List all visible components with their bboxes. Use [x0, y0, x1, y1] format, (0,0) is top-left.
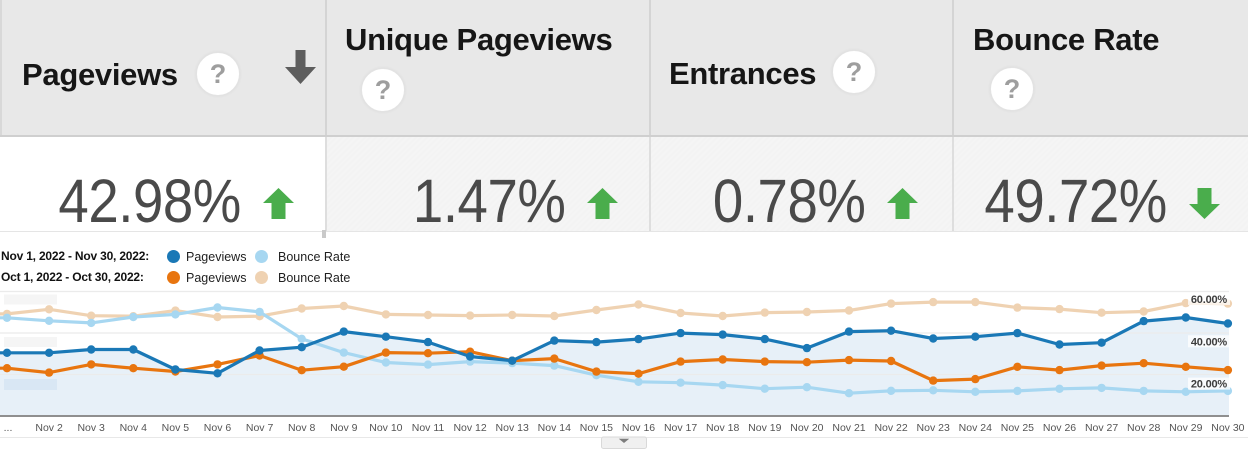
svg-text:Nov 20: Nov 20	[790, 422, 823, 434]
svg-text:Nov 4: Nov 4	[120, 422, 148, 434]
svg-text:Nov 19: Nov 19	[748, 422, 781, 434]
svg-text:Nov 25: Nov 25	[1001, 422, 1034, 434]
svg-text:...: ...	[4, 422, 13, 434]
svg-text:Nov 29: Nov 29	[1169, 422, 1202, 434]
svg-text:Nov 14: Nov 14	[538, 422, 571, 434]
svg-text:60.00%: 60.00%	[1191, 294, 1228, 306]
svg-text:40.00%: 40.00%	[1191, 336, 1228, 348]
svg-text:Nov 27: Nov 27	[1085, 422, 1118, 434]
svg-text:Nov 10: Nov 10	[369, 422, 402, 434]
svg-text:Nov 16: Nov 16	[622, 422, 655, 434]
svg-text:20.00%: 20.00%	[1191, 379, 1228, 391]
svg-text:Nov 17: Nov 17	[664, 422, 697, 434]
svg-text:Nov 15: Nov 15	[580, 422, 613, 434]
svg-text:Nov 2: Nov 2	[35, 422, 63, 434]
svg-text:Nov 18: Nov 18	[706, 422, 739, 434]
svg-text:Nov 5: Nov 5	[162, 422, 190, 434]
svg-text:Nov 3: Nov 3	[77, 422, 105, 434]
svg-text:Nov 30: Nov 30	[1211, 422, 1244, 434]
svg-text:Nov 22: Nov 22	[874, 422, 907, 434]
svg-text:Nov 24: Nov 24	[959, 422, 992, 434]
svg-text:Nov 13: Nov 13	[496, 422, 529, 434]
svg-text:Nov 23: Nov 23	[917, 422, 950, 434]
svg-text:Nov 8: Nov 8	[288, 422, 316, 434]
svg-text:Nov 28: Nov 28	[1127, 422, 1160, 434]
svg-text:Nov 6: Nov 6	[204, 422, 232, 434]
svg-text:Nov 7: Nov 7	[246, 422, 274, 434]
svg-text:Nov 12: Nov 12	[453, 422, 486, 434]
svg-text:Nov 11: Nov 11	[412, 422, 445, 434]
svg-text:Nov 9: Nov 9	[330, 422, 358, 434]
svg-text:Nov 21: Nov 21	[832, 422, 865, 434]
svg-text:Nov 26: Nov 26	[1043, 422, 1076, 434]
